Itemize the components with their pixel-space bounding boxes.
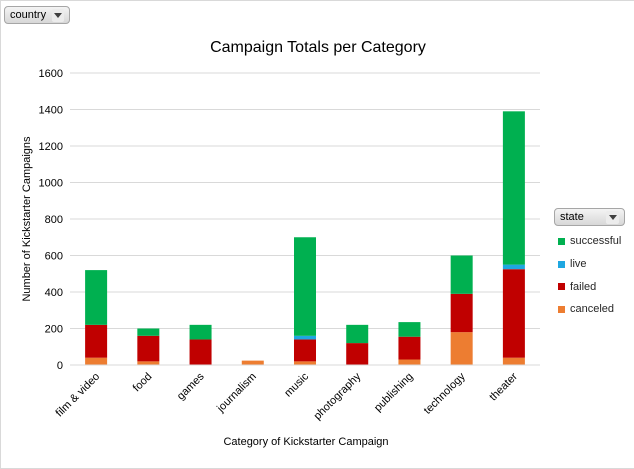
legend-label: canceled [570, 303, 615, 316]
bar-failed [398, 336, 421, 360]
x-tick-label: film & video [54, 371, 103, 420]
bar-canceled [137, 361, 160, 365]
y-tick-label: 1600 [39, 68, 63, 80]
country-filter-button[interactable]: country [4, 6, 70, 24]
bar-successful [85, 270, 108, 325]
bar-canceled [85, 357, 108, 365]
state-filter-button[interactable]: state [554, 208, 625, 226]
bar-live [502, 264, 525, 270]
y-axis-label: Number of Kickstarter Campaigns [21, 136, 33, 302]
bar-successful [294, 237, 316, 336]
bar-successful [502, 111, 525, 265]
legend-label: failed [570, 280, 597, 293]
bar-successful [450, 255, 473, 294]
y-axis-tick-labels: 0 200 400 600 800 1000 1200 1400 1600 [39, 68, 63, 372]
chevron-down-icon[interactable] [52, 8, 64, 22]
x-tick-label: music [282, 370, 311, 399]
legend-item-live: live [558, 253, 621, 276]
y-tick-label: 1400 [39, 105, 63, 117]
x-axis-label: Category of Kickstarter Campaign [223, 436, 388, 448]
legend-swatch [558, 283, 565, 291]
y-tick-label: 800 [45, 214, 63, 226]
bar-live [294, 335, 316, 340]
bar-successful [346, 324, 369, 344]
state-filter-label: state [560, 211, 584, 223]
y-tick-label: 600 [45, 251, 63, 263]
legend-label: live [570, 258, 587, 271]
bar-successful [137, 328, 160, 336]
y-tick-label: 1200 [39, 141, 63, 153]
legend-swatch [558, 305, 565, 313]
bar-failed [294, 339, 316, 362]
bar-canceled [450, 332, 473, 365]
bar-canceled [502, 357, 525, 365]
legend: successful live failed canceled [558, 230, 621, 321]
y-tick-label: 400 [45, 287, 63, 299]
bar-canceled [294, 361, 316, 365]
x-tick-label: technology [422, 370, 468, 416]
legend-swatch [558, 237, 565, 245]
bar-failed [450, 293, 473, 333]
bar-successful [189, 324, 212, 340]
x-tick-label: publishing [372, 371, 416, 415]
legend-swatch [558, 260, 565, 268]
bar-failed [346, 343, 369, 365]
y-tick-label: 200 [45, 324, 63, 336]
x-tick-label: theater [487, 370, 520, 403]
bars [85, 111, 525, 365]
y-tick-label: 0 [57, 360, 63, 372]
y-tick-label: 1000 [39, 178, 63, 190]
bar-failed [189, 339, 212, 365]
chevron-down-icon[interactable] [606, 210, 619, 224]
bar-failed [85, 324, 108, 358]
country-filter-label: country [10, 9, 47, 21]
bar-canceled [241, 360, 264, 365]
x-tick-label: food [131, 371, 155, 395]
chart-title: Campaign Totals per Category [210, 39, 426, 56]
x-axis-tick-labels: film & video food games journalism music phot… [54, 370, 521, 422]
legend-item-canceled: canceled [558, 298, 621, 321]
bar-failed [502, 269, 525, 358]
bar-successful [398, 322, 421, 337]
x-tick-label: photography [312, 370, 364, 422]
x-tick-label: journalism [214, 371, 259, 416]
legend-item-failed: failed [558, 275, 621, 298]
legend-item-successful: successful [558, 230, 621, 253]
bar-canceled [398, 359, 421, 365]
bar-failed [137, 335, 160, 362]
x-tick-label: games [175, 370, 207, 402]
legend-label: successful [570, 235, 622, 248]
